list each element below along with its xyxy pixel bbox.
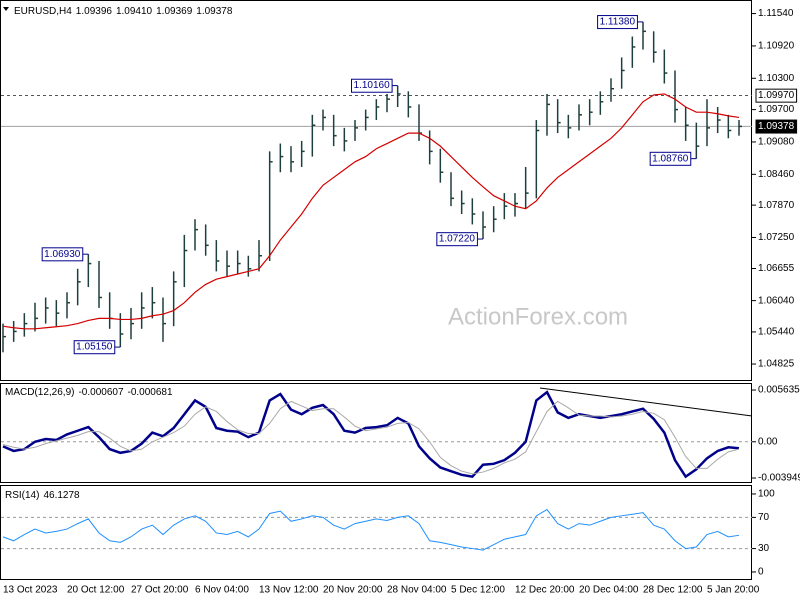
indicator-line	[2, 400, 740, 475]
x-tick-label: 6 Nov 04:00	[195, 585, 249, 596]
header-value: 1.09378	[196, 6, 233, 17]
y-tick-label: 1.10300	[758, 73, 795, 84]
y-tick-label: 1.10920	[758, 41, 795, 52]
x-tick-label: 28 Dec 12:00	[643, 585, 703, 596]
rsi-panel-frame	[0, 485, 752, 580]
annotation-label-box	[73, 340, 116, 355]
y-tick-label: 1.06655	[758, 263, 795, 274]
annotation-label: 1.08760	[652, 153, 689, 164]
y-tick-label: 1.04825	[758, 359, 795, 370]
panel-header: MACD(12,26,9) -0.000607 -0.000681	[5, 387, 173, 398]
x-tick-label: 27 Oct 20:00	[131, 585, 189, 596]
x-tick-label: 20 Nov 20:00	[323, 585, 383, 596]
x-tick-label: 5 Dec 12:00	[451, 585, 505, 596]
annotation-label: 1.05150	[76, 342, 113, 353]
header-value: 46.1278	[43, 490, 80, 501]
indicator-line	[2, 93, 740, 330]
y-tick-label: 0.005635	[758, 385, 800, 396]
macd-panel-frame	[0, 383, 752, 483]
indicator-title: RSI(14)	[5, 490, 39, 501]
annotation-label: 1.07220	[439, 234, 476, 245]
indicator-line	[2, 390, 740, 479]
x-tick-label: 5 Jan 20:00	[707, 585, 760, 596]
y-tick-label: 1.11540	[758, 8, 794, 19]
y-tick-label: -0.003949	[758, 473, 800, 484]
x-tick-label: 12 Dec 20:00	[515, 585, 575, 596]
x-tick-label: 28 Nov 04:00	[387, 585, 447, 596]
y-tick-label: 1.06040	[758, 295, 795, 306]
menu-triangle	[3, 7, 9, 11]
current-price-label-box	[755, 119, 798, 134]
indicator-title: EURUSD,H4	[14, 6, 72, 17]
level-label: 1.09970	[758, 90, 795, 101]
header-value: -0.000607	[78, 387, 123, 398]
annotation-label-box	[597, 15, 638, 30]
y-tick-label: 1.08460	[758, 169, 795, 180]
annotation-label: 1.06930	[44, 249, 81, 260]
y-tick-label: 30	[758, 543, 770, 554]
header-value: 1.09410	[116, 6, 153, 17]
x-tick-label: 13 Nov 12:00	[259, 585, 319, 596]
y-tick-label: 1.09700	[758, 104, 795, 115]
x-tick-label: 20 Oct 12:00	[67, 585, 125, 596]
y-tick-label: 1.07250	[758, 232, 795, 243]
y-tick-label: 1.07870	[758, 200, 795, 211]
annotation-label-box	[649, 151, 692, 166]
watermark: ActionForex.com	[448, 303, 628, 330]
level-label-box	[755, 88, 798, 103]
indicator-title: MACD(12,26,9)	[5, 387, 74, 398]
x-tick-label: 20 Dec 04:00	[579, 585, 639, 596]
x-tick-label: 13 Oct 2023	[3, 585, 58, 596]
y-tick-label: 1.05440	[758, 327, 795, 338]
y-tick-label: 0.00	[758, 436, 778, 447]
price-panel-frame	[0, 0, 752, 381]
panel-header: RSI(14) 46.1278	[5, 490, 80, 501]
header-value: -0.000681	[128, 387, 173, 398]
annotation-label-box	[41, 247, 84, 262]
annotation-label: 1.11380	[600, 17, 636, 28]
y-tick-label: 70	[758, 512, 770, 523]
y-tick-label: 100	[758, 489, 775, 500]
trend-line	[539, 387, 753, 417]
y-tick-label: 0	[758, 567, 764, 578]
header-value: 1.09369	[156, 6, 193, 17]
annotation-label: 1.10160	[354, 80, 391, 91]
current-price-label: 1.09378	[758, 121, 795, 132]
y-tick-label: 1.09080	[758, 137, 795, 148]
annotation-label-box	[351, 78, 393, 93]
header-value: 1.09396	[76, 6, 113, 17]
indicator-line	[2, 508, 740, 551]
annotation-label-box	[436, 232, 478, 247]
panel-header: EURUSD,H4 1.09396 1.09410 1.09369 1.09378	[14, 6, 233, 17]
